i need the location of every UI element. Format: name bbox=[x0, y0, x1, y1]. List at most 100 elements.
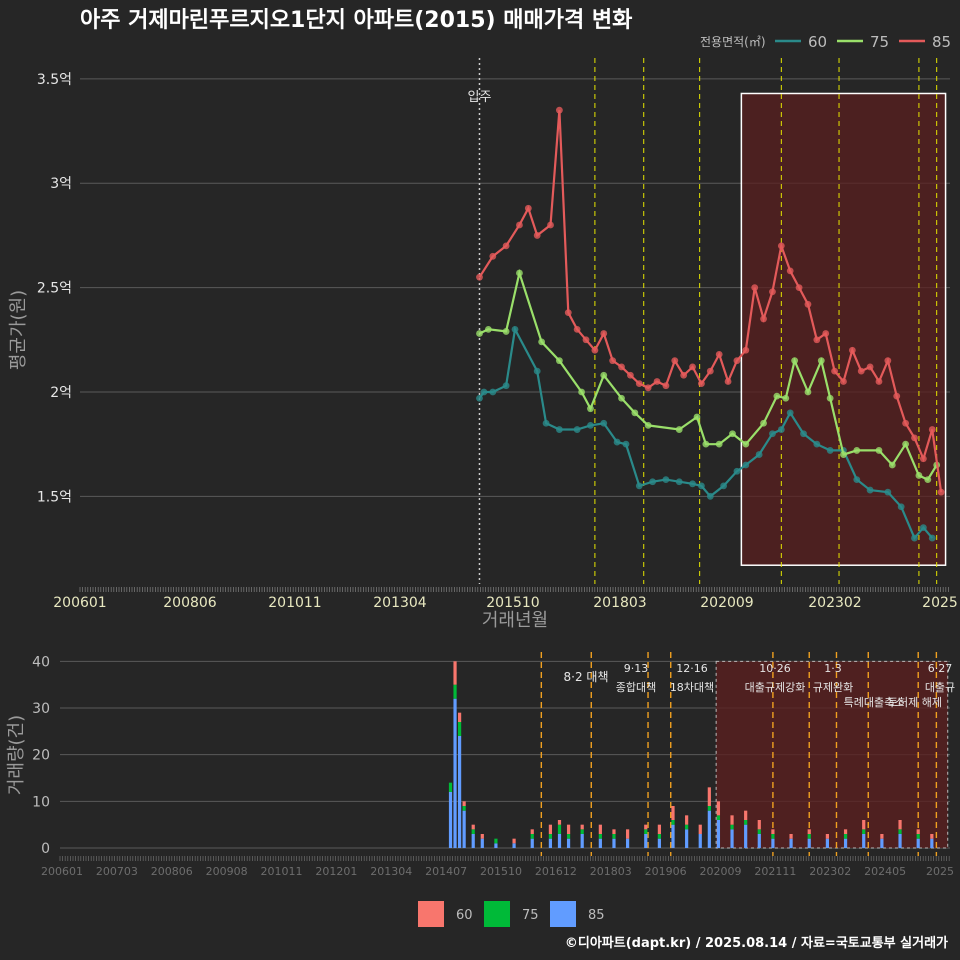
data-point-75 bbox=[600, 371, 608, 379]
volume-x-tick-label: 202111 bbox=[754, 865, 796, 878]
data-point-75 bbox=[875, 447, 883, 454]
data-point-60 bbox=[733, 467, 741, 475]
x-tick-label: 2025 bbox=[922, 595, 958, 611]
data-point-60 bbox=[911, 534, 918, 542]
main-x-ticks: 200601 200806 201011 201304 201510 201803 2020… bbox=[53, 587, 958, 611]
volume-bar-85 bbox=[671, 824, 675, 848]
volume-bar-85 bbox=[548, 838, 553, 848]
volume-bar-60 bbox=[880, 834, 884, 839]
volume-bar-75 bbox=[843, 834, 848, 839]
data-point-75 bbox=[742, 440, 750, 448]
volume-x-tick-label: 202302 bbox=[809, 865, 851, 878]
volume-bar-85 bbox=[716, 820, 721, 848]
volume-bar-60 bbox=[598, 824, 602, 834]
x-tick-label: 202009 bbox=[700, 595, 753, 611]
data-point-75 bbox=[538, 338, 546, 346]
volume-x-tick-label: 201803 bbox=[590, 865, 632, 878]
y-tick-label: 2억 bbox=[50, 385, 72, 401]
data-point-85 bbox=[662, 382, 670, 390]
data-point-60 bbox=[675, 478, 683, 486]
volume-bar-60 bbox=[843, 829, 848, 834]
data-point-75 bbox=[618, 394, 625, 402]
data-point-85 bbox=[822, 330, 830, 337]
x-tick-label: 201304 bbox=[373, 595, 427, 611]
y-tick-label: 3억 bbox=[50, 176, 72, 192]
data-point-85 bbox=[600, 330, 608, 337]
data-point-85 bbox=[751, 284, 759, 292]
data-point-75 bbox=[693, 413, 701, 421]
footer-credit: ©디아파트(dapt.kr) / 2025.08.14 / 자료=국토교통부 실… bbox=[565, 935, 948, 951]
data-point-60 bbox=[769, 430, 776, 438]
volume-bar-60 bbox=[707, 787, 711, 806]
volume-bar-75 bbox=[862, 829, 866, 834]
data-point-85 bbox=[937, 488, 945, 496]
policy-date-label: 6·27 bbox=[928, 662, 953, 675]
legend-title: 전용면적(㎡) bbox=[700, 35, 766, 49]
volume-bar-60 bbox=[530, 829, 534, 834]
data-point-85 bbox=[555, 106, 563, 114]
data-point-85 bbox=[795, 284, 803, 292]
data-point-85 bbox=[644, 384, 652, 392]
volume-bar-75 bbox=[598, 834, 602, 839]
data-point-60 bbox=[600, 419, 608, 427]
data-point-85 bbox=[848, 346, 856, 354]
volume-bar-60 bbox=[453, 661, 457, 685]
data-point-85 bbox=[875, 378, 883, 385]
volume-y-tick-label: 40 bbox=[32, 654, 50, 670]
volume-x-tick-label: 201510 bbox=[480, 865, 522, 878]
bottom-legend: 60 75 85 bbox=[418, 901, 605, 927]
policy-name-label: 8·2 대책 bbox=[564, 669, 609, 684]
volume-bar-85 bbox=[471, 834, 475, 848]
data-point-75 bbox=[516, 269, 523, 277]
data-point-60 bbox=[897, 503, 905, 511]
volume-bar-60 bbox=[898, 820, 902, 830]
data-point-60 bbox=[813, 440, 821, 448]
volume-x-tick-label: 200703 bbox=[96, 865, 138, 878]
data-point-60 bbox=[533, 367, 541, 375]
volume-bar-85 bbox=[566, 838, 571, 848]
data-point-60 bbox=[480, 388, 488, 396]
data-point-75 bbox=[578, 388, 585, 396]
volume-bar-60 bbox=[916, 829, 920, 834]
volume-bar-85 bbox=[462, 810, 466, 848]
data-point-85 bbox=[591, 346, 599, 354]
volume-bar-85 bbox=[916, 838, 920, 848]
volume-bar-60 bbox=[612, 829, 616, 834]
data-point-75 bbox=[840, 451, 847, 458]
volume-bar-85 bbox=[789, 838, 793, 848]
volume-bar-85 bbox=[930, 838, 934, 848]
data-point-85 bbox=[609, 357, 617, 365]
data-point-85 bbox=[627, 371, 634, 379]
volume-bar-60 bbox=[657, 824, 661, 834]
data-point-85 bbox=[884, 357, 892, 365]
data-point-75 bbox=[476, 330, 483, 337]
volume-x-ticks: 200601 200703 200806 200908 201011 201201 2013… bbox=[41, 856, 954, 878]
volume-bar-85 bbox=[730, 829, 734, 848]
volume-bar-85 bbox=[880, 838, 884, 848]
data-point-75 bbox=[760, 419, 767, 427]
data-point-75 bbox=[715, 440, 723, 448]
volume-bar-85 bbox=[757, 834, 761, 848]
bottom-legend-swatch-60 bbox=[418, 901, 444, 927]
data-point-60 bbox=[502, 382, 510, 390]
volume-bar-75 bbox=[807, 834, 811, 839]
volume-bar-60 bbox=[716, 801, 721, 816]
volume-highlight-region bbox=[715, 660, 949, 849]
data-point-75 bbox=[702, 440, 710, 448]
volume-bar-60 bbox=[771, 829, 775, 834]
volume-bar-75 bbox=[730, 824, 734, 830]
data-point-75 bbox=[729, 430, 736, 438]
volume-x-tick-label: 201612 bbox=[535, 865, 577, 878]
data-point-60 bbox=[777, 426, 785, 433]
policy-name-label: 종합대책 bbox=[616, 681, 656, 694]
volume-bar-60 bbox=[744, 810, 748, 820]
volume-bar-75 bbox=[716, 815, 721, 820]
legend-label-85: 85 bbox=[932, 33, 951, 51]
data-point-60 bbox=[742, 461, 750, 469]
bottom-legend-swatch-75 bbox=[484, 901, 510, 927]
legend-label-75: 75 bbox=[870, 33, 889, 51]
data-point-60 bbox=[573, 426, 581, 433]
volume-bar-85 bbox=[644, 834, 648, 848]
y-tick-label: 3.5억 bbox=[37, 72, 72, 88]
data-point-75 bbox=[826, 394, 834, 402]
